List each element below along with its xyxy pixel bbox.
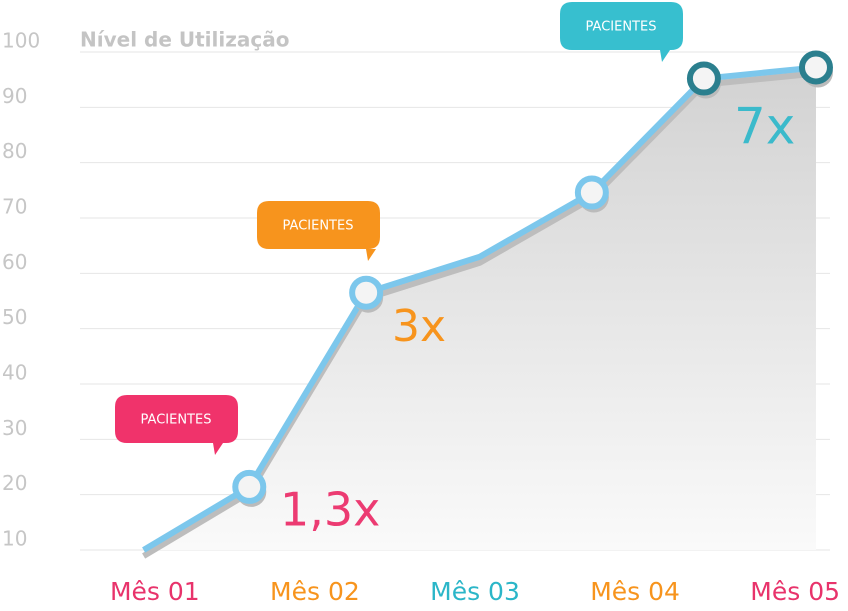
y-tick-label: 50 xyxy=(2,305,27,329)
callout: PACIENTES xyxy=(560,2,683,62)
y-tick-label: 30 xyxy=(2,416,27,440)
marker xyxy=(232,469,267,504)
x-tick-label: Mês 01 xyxy=(110,577,200,606)
marker xyxy=(798,50,833,85)
multiplier: 3x xyxy=(392,301,446,352)
multiplier: 7x xyxy=(734,98,795,156)
y-tick-label: 20 xyxy=(2,471,27,495)
y-tick-label: 10 xyxy=(2,527,27,551)
area xyxy=(143,67,816,550)
y-tick-label: 90 xyxy=(2,84,27,108)
y-tick-label: 70 xyxy=(2,195,27,219)
callout: PACIENTES xyxy=(115,395,238,455)
x-tick-label: Mês 04 xyxy=(590,577,680,606)
multiplier: 1,3x xyxy=(280,483,380,537)
marker xyxy=(349,275,384,310)
marker xyxy=(686,61,721,96)
y-tick-label: 40 xyxy=(2,361,27,385)
y-tick-label: 100 xyxy=(2,29,40,53)
callout-bubble xyxy=(560,2,683,62)
callout-text: PACIENTES xyxy=(586,20,657,35)
callout-text: PACIENTES xyxy=(283,219,354,234)
x-tick-label: Mês 03 xyxy=(430,577,520,606)
x-tick-label: Mês 02 xyxy=(270,577,360,606)
y-axis-title: Nível de Utilização xyxy=(80,28,289,52)
callout: PACIENTES xyxy=(257,201,380,261)
callout-bubble xyxy=(115,395,238,455)
y-tick-label: 60 xyxy=(2,250,27,274)
marker xyxy=(574,175,609,210)
callout-bubble xyxy=(257,201,380,261)
y-tick-label: 80 xyxy=(2,139,27,163)
x-tick-label: Mês 05 xyxy=(750,577,840,606)
callout-text: PACIENTES xyxy=(141,413,212,428)
